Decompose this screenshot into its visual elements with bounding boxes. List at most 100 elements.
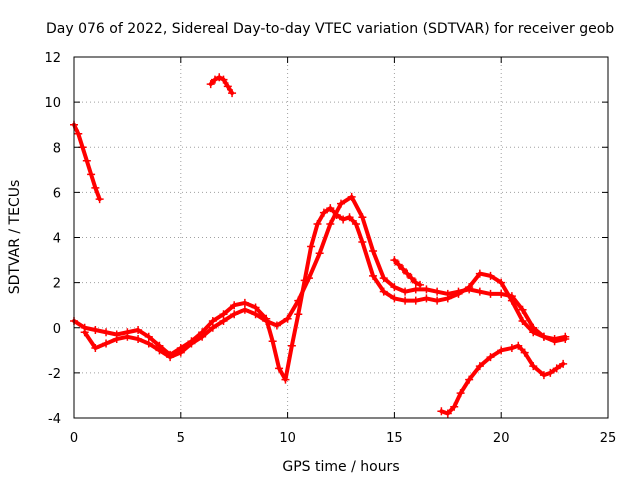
data-point: [518, 316, 527, 325]
data-point: [313, 219, 322, 228]
data-point: [422, 285, 431, 294]
data-point: [411, 285, 420, 294]
y-tick-label: 4: [53, 232, 61, 247]
data-point: [287, 341, 296, 350]
y-axis-title: SDTVAR / TECUs: [7, 180, 23, 295]
data-point: [283, 314, 292, 323]
data-point: [437, 407, 446, 416]
data-point: [497, 346, 506, 355]
x-axis-title: GPS time / hours: [282, 459, 399, 475]
data-point: [486, 289, 495, 298]
data-point: [315, 249, 324, 258]
data-point: [144, 332, 153, 341]
data-point: [268, 337, 277, 346]
data-point: [87, 170, 96, 179]
y-tick-label: 2: [53, 277, 61, 292]
x-tick-label: 20: [493, 431, 510, 446]
data-point: [416, 280, 425, 289]
data-point: [219, 310, 228, 319]
data-point: [369, 271, 378, 280]
data-point: [559, 359, 568, 368]
data-point: [166, 353, 175, 362]
series-seg-main-b: [80, 192, 570, 362]
data-point: [228, 89, 237, 98]
y-tick-label: -2: [48, 367, 61, 382]
data-point: [123, 332, 132, 341]
data-point: [240, 305, 249, 314]
data-point: [507, 292, 516, 301]
data-point: [95, 195, 104, 204]
data-point: [358, 213, 367, 222]
data-point: [529, 362, 538, 371]
data-point: [208, 316, 217, 325]
data-point: [401, 287, 410, 296]
data-point: [210, 75, 219, 84]
data-point: [369, 247, 378, 256]
data-point: [379, 287, 388, 296]
data-point: [390, 256, 399, 265]
grid: [74, 57, 608, 418]
data-point: [307, 242, 316, 251]
data-point: [345, 213, 354, 222]
data-point: [112, 335, 121, 344]
data-point: [281, 375, 290, 384]
data-point: [155, 346, 164, 355]
data-point: [326, 219, 335, 228]
series-seg-late-low: [437, 341, 568, 418]
data-point: [390, 283, 399, 292]
data-point: [91, 344, 100, 353]
data-point: [443, 289, 452, 298]
data-point: [304, 274, 313, 283]
data-point: [275, 364, 284, 373]
data-point: [454, 287, 463, 296]
data-point: [134, 335, 143, 344]
data-point: [144, 339, 153, 348]
x-tick-label: 0: [70, 431, 78, 446]
y-tick-label: -4: [48, 412, 61, 427]
data-point: [80, 328, 89, 337]
data-point: [450, 402, 459, 411]
data-point: [390, 294, 399, 303]
x-tick-label: 25: [600, 431, 617, 446]
data-point: [465, 375, 474, 384]
series-seg-morning-high: [206, 73, 237, 98]
data-point: [497, 278, 506, 287]
x-tick-label: 15: [386, 431, 403, 446]
data-point: [561, 335, 570, 344]
data-point: [319, 208, 328, 217]
data-point: [529, 323, 538, 332]
y-tick-label: 8: [53, 141, 61, 156]
data-point: [251, 310, 260, 319]
series-seg-spike-15: [390, 256, 425, 289]
data-point: [456, 389, 465, 398]
data-point: [497, 289, 506, 298]
data-point: [240, 298, 249, 307]
data-point: [102, 328, 111, 337]
series-seg-early-high: [70, 120, 104, 204]
data-point: [550, 337, 559, 346]
axis-ticks: 0 5 10 15 20 25 -4 -2 0 2 4 6 8 10 12: [44, 51, 616, 446]
data-point: [358, 238, 367, 247]
data-point: [262, 316, 271, 325]
y-tick-label: 0: [53, 322, 61, 337]
data-point: [351, 219, 360, 228]
data-point: [539, 332, 548, 341]
data-point: [134, 326, 143, 335]
data-point: [230, 301, 239, 310]
data-point: [546, 368, 555, 377]
data-point: [552, 364, 561, 373]
data-point: [294, 296, 303, 305]
data-point: [230, 310, 239, 319]
data-point: [401, 296, 410, 305]
y-tick-label: 12: [44, 51, 61, 66]
data-point: [433, 287, 442, 296]
data-point: [398, 265, 407, 274]
data-point: [394, 260, 403, 269]
data-point: [215, 73, 224, 82]
data-point: [475, 362, 484, 371]
x-tick-label: 10: [279, 431, 296, 446]
data-point: [219, 75, 228, 84]
data-point: [74, 129, 83, 138]
data-point: [407, 274, 416, 283]
data-point: [518, 305, 527, 314]
